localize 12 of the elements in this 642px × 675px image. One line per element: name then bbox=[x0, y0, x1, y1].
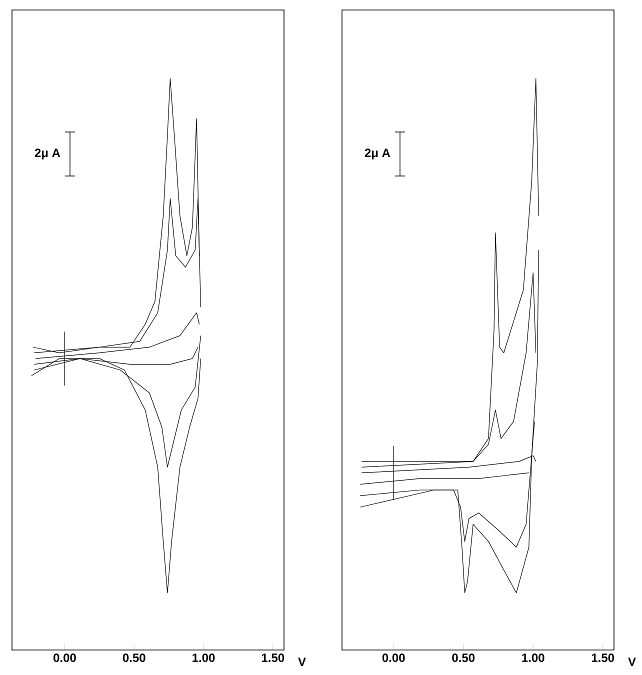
x-tick-label: 0.50 bbox=[122, 654, 146, 662]
annotation: 2μ A bbox=[364, 148, 390, 160]
x-tick-label: 1.00 bbox=[192, 654, 215, 662]
x-axis-title: V bbox=[298, 658, 306, 666]
annotation: 2μ A bbox=[34, 148, 60, 160]
x-tick-label: 0.00 bbox=[54, 654, 76, 662]
x-tick-label: 1.00 bbox=[522, 654, 544, 662]
x-tick-label: 1.50 bbox=[592, 654, 614, 662]
x-tick-label: 0.50 bbox=[452, 654, 475, 662]
x-tick-label: 0.00 bbox=[382, 654, 405, 662]
x-axis-title: V bbox=[628, 658, 636, 666]
x-tick-label: 1.50 bbox=[262, 654, 284, 662]
